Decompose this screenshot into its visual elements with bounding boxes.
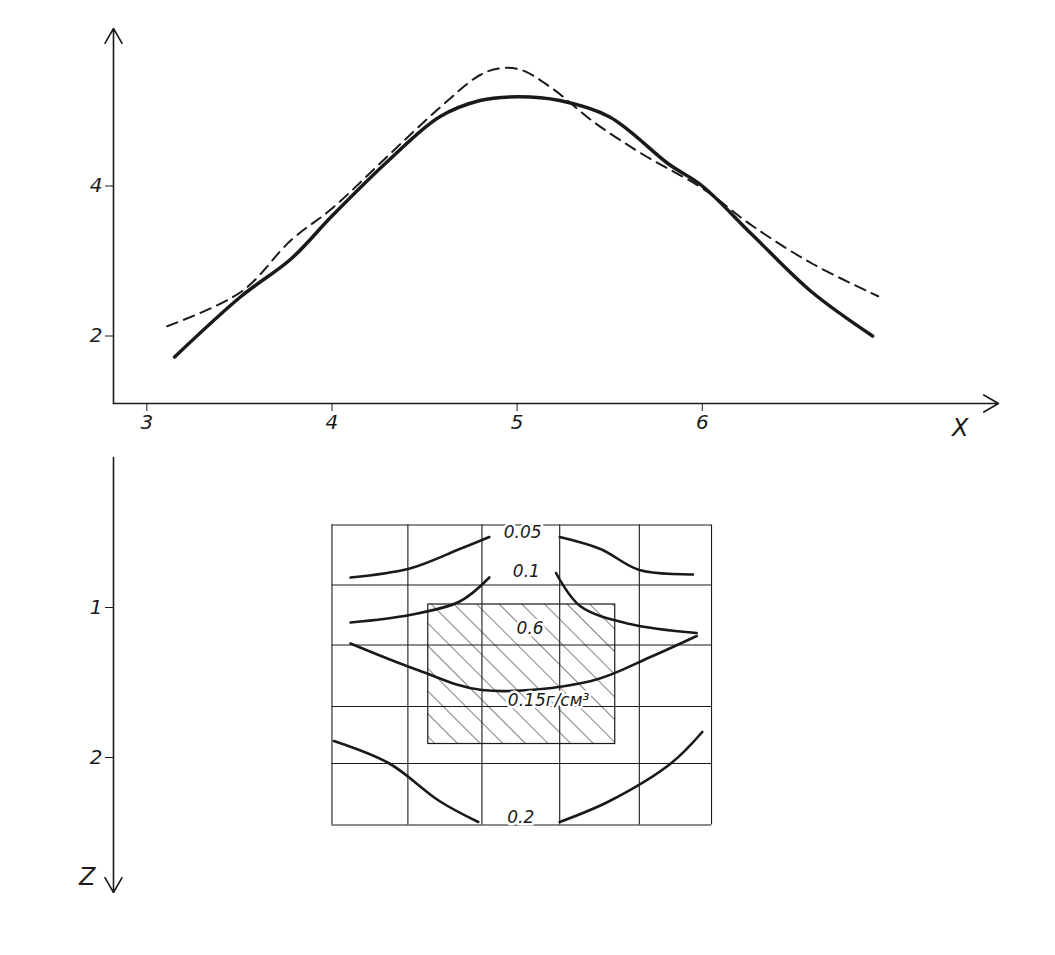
svg-text:3: 3 [140, 410, 153, 434]
svg-text:4: 4 [90, 173, 103, 197]
svg-text:X: X [950, 414, 969, 442]
svg-text:1: 1 [90, 595, 103, 619]
svg-text:5: 5 [511, 410, 524, 434]
svg-text:0.15г/см³: 0.15г/см³ [508, 690, 590, 710]
svg-text:6: 6 [696, 410, 709, 434]
svg-text:0.05: 0.05 [504, 522, 542, 542]
svg-text:0.2: 0.2 [507, 807, 534, 827]
svg-text:2: 2 [90, 323, 103, 347]
svg-text:2: 2 [90, 745, 103, 769]
svg-text:4: 4 [326, 410, 339, 434]
svg-text:0.6: 0.6 [517, 618, 544, 638]
svg-text:Z: Z [78, 863, 96, 891]
svg-text:0.1: 0.1 [513, 561, 540, 581]
